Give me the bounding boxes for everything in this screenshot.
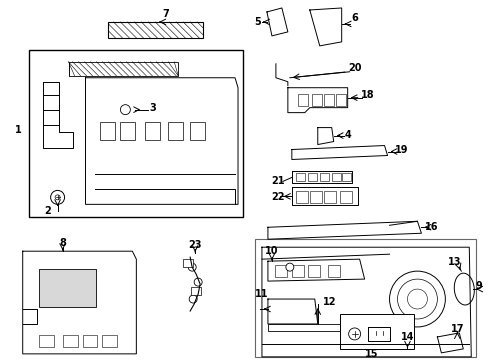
Bar (307, 265, 319, 277)
Circle shape (189, 295, 197, 303)
Bar (311, 94, 321, 106)
Bar (102, 335, 117, 347)
Text: 6: 6 (350, 13, 357, 23)
Text: 2: 2 (44, 206, 51, 216)
Text: 20: 20 (347, 63, 361, 73)
Bar (339, 314, 414, 349)
Circle shape (348, 328, 360, 340)
Text: 17: 17 (449, 324, 463, 334)
Bar (39, 335, 54, 347)
Bar (62, 335, 78, 347)
Bar (331, 174, 340, 181)
Bar (108, 22, 203, 38)
Circle shape (120, 105, 130, 114)
Circle shape (51, 190, 64, 204)
Text: 11: 11 (255, 289, 268, 299)
Bar (168, 122, 183, 140)
Circle shape (55, 195, 60, 200)
Text: 15: 15 (364, 349, 378, 359)
Circle shape (389, 271, 445, 327)
Text: 21: 21 (270, 176, 284, 186)
Bar (190, 122, 204, 140)
Bar (68, 62, 178, 76)
Text: 16: 16 (424, 222, 437, 232)
Text: 13: 13 (447, 257, 460, 267)
Bar (319, 174, 328, 181)
Bar (39, 269, 96, 307)
Text: 7: 7 (162, 9, 168, 19)
Bar (341, 174, 350, 181)
Text: 23: 23 (188, 240, 202, 250)
Text: 5: 5 (254, 17, 261, 27)
Ellipse shape (453, 273, 473, 305)
Bar (100, 122, 115, 140)
Bar (323, 192, 335, 203)
Circle shape (188, 263, 196, 271)
Text: 12: 12 (322, 297, 336, 307)
Bar (145, 122, 160, 140)
Text: 1: 1 (15, 125, 22, 135)
Text: 3: 3 (149, 103, 155, 113)
Bar (295, 174, 304, 181)
Text: 10: 10 (264, 246, 278, 256)
Text: 9: 9 (475, 281, 482, 291)
Text: 4: 4 (344, 130, 350, 140)
Text: 19: 19 (394, 144, 407, 154)
Bar (327, 265, 339, 277)
Bar (295, 192, 307, 203)
Bar (335, 94, 345, 106)
Bar (120, 122, 135, 140)
Bar (191, 287, 201, 295)
Circle shape (194, 278, 202, 286)
Circle shape (285, 263, 293, 271)
Bar (291, 265, 303, 277)
Circle shape (397, 279, 436, 319)
Text: 22: 22 (270, 192, 284, 202)
Text: 18: 18 (360, 90, 374, 100)
Circle shape (407, 289, 427, 309)
Bar (339, 192, 351, 203)
Bar (297, 94, 307, 106)
Bar (307, 174, 316, 181)
Bar (29, 50, 243, 217)
Bar (267, 324, 352, 331)
Bar (323, 94, 333, 106)
Bar (183, 259, 193, 267)
Bar (254, 239, 475, 357)
Bar (309, 192, 321, 203)
Text: 14: 14 (400, 332, 413, 342)
Bar (274, 265, 286, 277)
Text: 8: 8 (59, 238, 66, 248)
Bar (82, 335, 97, 347)
